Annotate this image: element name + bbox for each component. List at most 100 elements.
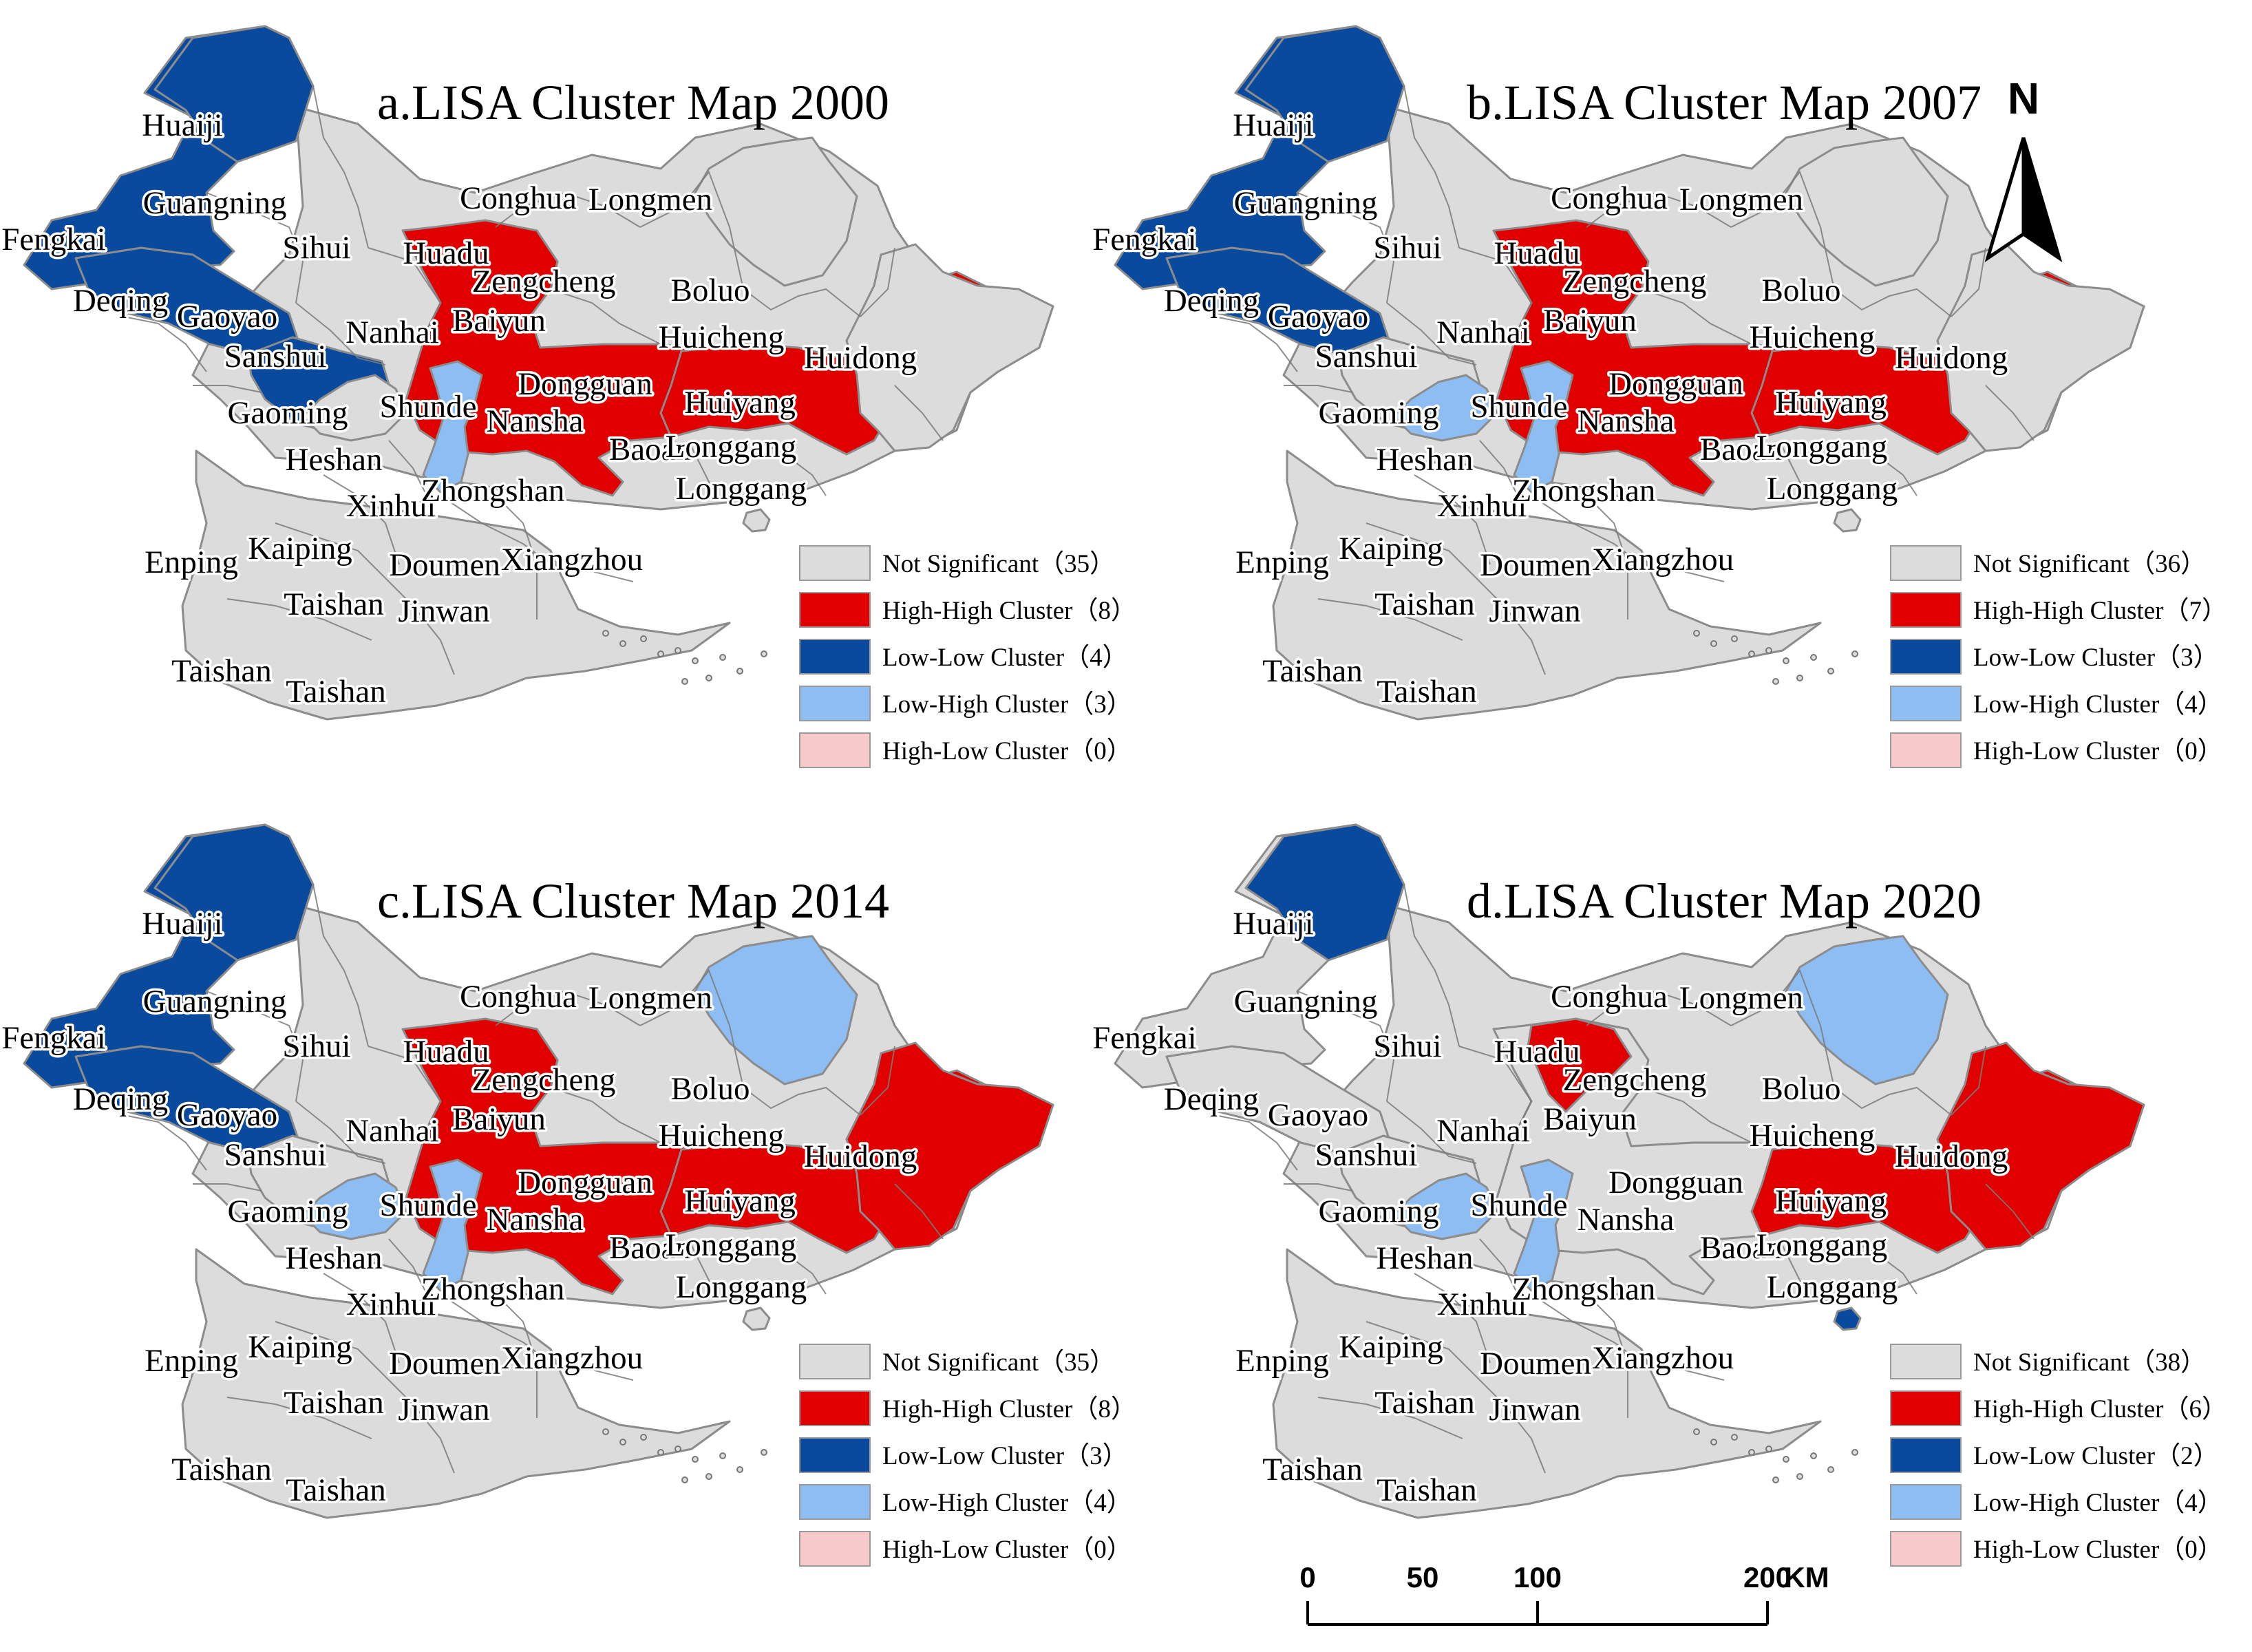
legend-swatch-low_low: [1890, 1437, 1962, 1473]
region-gaoming: [1392, 1172, 1498, 1240]
island: [1748, 1449, 1755, 1456]
district-border: [688, 1238, 716, 1295]
panel-title: d.LISA Cluster Map 2020: [1467, 873, 1982, 929]
panel-title: b.LISA Cluster Map 2007: [1467, 75, 1982, 130]
place-label: Baiyun: [1543, 1101, 1637, 1137]
district-border: [323, 1273, 400, 1364]
island: [1765, 1446, 1772, 1452]
place-labels: Huaiji Guangning Fengkai Sihui Deqing Gaoyao S…: [0, 904, 920, 1511]
place-label: Enping: [1235, 544, 1329, 580]
district-border: [385, 578, 455, 675]
district-border: [440, 1293, 551, 1364]
legend-swatch-low_low: [1890, 639, 1962, 675]
place-label: Longmen: [1679, 182, 1803, 218]
legend-label: High-High Cluster（7）: [1973, 597, 2227, 625]
district-border: [1730, 969, 1835, 1088]
place-label: Huidong: [804, 340, 917, 376]
region-east: [845, 243, 1054, 452]
place-label: Longgang: [1767, 1269, 1898, 1305]
district-border: [495, 1293, 538, 1418]
legend-label: Low-High Cluster（4）: [1973, 690, 2223, 719]
place-label: Doumen: [389, 547, 500, 583]
island: [692, 1456, 699, 1463]
district-border: [639, 969, 744, 1088]
region-longmen: [694, 935, 858, 1086]
district-border: [1531, 495, 1642, 565]
district-border: [1284, 385, 1353, 393]
island: [1827, 668, 1834, 675]
place-label: Fengkai: [1092, 222, 1196, 257]
island: [736, 668, 743, 675]
island: [1772, 1476, 1779, 1483]
place-label: Baoan: [1700, 1230, 1783, 1266]
place-label: Jinwan: [1489, 593, 1580, 629]
district-border: [1297, 192, 1395, 304]
place-label: Boluo: [1762, 1071, 1841, 1107]
place-label: Baoan: [1700, 432, 1783, 467]
place-label: Taishan: [1262, 1452, 1363, 1487]
legend-swatch-low_low: [799, 1437, 871, 1473]
place-label: Gaoyao: [177, 1097, 277, 1133]
district-border: [550, 1087, 661, 1143]
district-border: [193, 385, 262, 393]
place-label: Zengcheng: [1563, 264, 1707, 299]
legend-swatch-low_high: [1890, 1484, 1962, 1520]
legend-label: Low-Low Cluster（3）: [882, 1442, 1128, 1470]
panel-title: a.LISA Cluster Map 2000: [377, 75, 889, 130]
region-longmen: [694, 136, 858, 287]
place-label: Nansha: [487, 1202, 584, 1238]
islands: [602, 1428, 767, 1483]
place-label: Conghua: [1551, 180, 1668, 216]
place-label: Sihui: [282, 1028, 350, 1064]
legend-label: Low-High Cluster（4）: [1973, 1489, 2223, 1517]
place-labels: Huaiji Guangning Fengkai Sihui Deqing Gaoyao S…: [1090, 105, 2010, 712]
legend: Not Significant（38） High-High Cluster（6） L…: [1890, 1344, 2227, 1567]
place-label: Longmen: [588, 182, 712, 218]
legend-swatch-not_significant: [799, 545, 871, 581]
place-label: Taishan: [1374, 586, 1475, 622]
district-border: [1458, 1046, 1533, 1130]
place-label: Jinwan: [1489, 1392, 1580, 1428]
district-border: [368, 1046, 442, 1130]
district-border: [688, 440, 716, 496]
place-label: Zhongshan: [1512, 1271, 1656, 1307]
place-label: Gaoming: [1319, 395, 1439, 431]
district-borders: [123, 884, 944, 1474]
district-border: [1386, 302, 1477, 366]
island: [1796, 1473, 1803, 1480]
place-label: Guangning: [1234, 185, 1378, 221]
legend-label: High-Low Cluster（0）: [1973, 1536, 2223, 1564]
district-border: [1317, 1397, 1463, 1439]
island: [1710, 1439, 1717, 1446]
legend-swatch-high_high: [799, 1390, 871, 1426]
place-label: Doumen: [1480, 1346, 1591, 1381]
legend-swatch-high_low: [799, 1531, 871, 1567]
place-label: Longgang: [666, 1227, 797, 1263]
place-label: Taishan: [1377, 674, 1477, 710]
district-border: [1951, 247, 1986, 317]
island: [1731, 635, 1738, 642]
district-border: [550, 288, 661, 345]
district-border: [440, 495, 551, 565]
island: [1710, 640, 1717, 647]
place-label: Huicheng: [659, 1118, 785, 1154]
place-label: Heshan: [286, 442, 383, 478]
island: [1827, 1466, 1834, 1473]
place-label: Kaiping: [1339, 531, 1443, 566]
place-labels: Huaiji Guangning Fengkai Sihui Deqing Gaoyao S…: [0, 105, 920, 712]
place-label: Dongguan: [518, 1165, 652, 1200]
place-label: Sanshui: [224, 1137, 327, 1173]
district-border: [1476, 1376, 1546, 1474]
place-label: Kaiping: [248, 531, 352, 566]
island: [1851, 1449, 1858, 1456]
place-label: Shunde: [380, 389, 477, 425]
place-label: Gaoming: [228, 1194, 348, 1229]
region-huadu: [1527, 1017, 1633, 1113]
district-border: [1641, 288, 1752, 345]
legend-swatch-not_significant: [1890, 545, 1962, 581]
district-border: [388, 1238, 427, 1295]
island: [1765, 647, 1772, 654]
place-label: Shunde: [1471, 389, 1568, 425]
place-label: Sihui: [282, 230, 350, 266]
place-label: Shunde: [1471, 1187, 1568, 1223]
